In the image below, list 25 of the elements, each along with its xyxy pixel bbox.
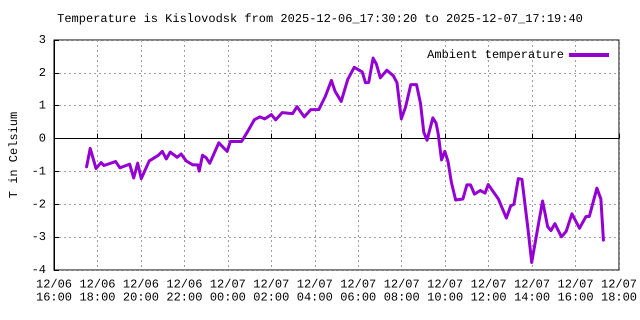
y-tick-label: -4 bbox=[32, 263, 46, 277]
x-tick-label: 12/07 08:00 bbox=[384, 278, 420, 304]
x-tick-label: 12/07 06:00 bbox=[340, 278, 376, 304]
y-tick-label: 3 bbox=[38, 33, 46, 47]
legend-label: Ambient temperature bbox=[427, 48, 564, 62]
x-tick-label: 12/06 20:00 bbox=[122, 278, 159, 304]
x-tick-label: 12/06 22:00 bbox=[166, 278, 202, 304]
y-tick-label: 0 bbox=[38, 132, 46, 146]
y-tick-label: 2 bbox=[38, 66, 46, 80]
y-tick-label: 1 bbox=[38, 98, 46, 113]
x-tick-label: 12/06 18:00 bbox=[79, 278, 116, 304]
y-tick-label: -3 bbox=[32, 230, 46, 244]
y-tick-label: -1 bbox=[32, 164, 46, 178]
x-tick-label: 12/07 12:00 bbox=[470, 278, 507, 304]
chart-title: Temperature is Kislovodsk from 2025-12-06_17:30:20 to 2025-12-07_17:19:40 bbox=[57, 12, 583, 26]
x-tick-label: 12/06 16:00 bbox=[36, 278, 72, 304]
x-tick-label: 12/07 16:00 bbox=[558, 278, 594, 304]
y-tick-label: -2 bbox=[32, 197, 46, 212]
x-tick-label: 12/07 10:00 bbox=[427, 278, 464, 304]
x-tick-label: 12/07 02:00 bbox=[253, 278, 290, 304]
x-tick-label: 12/07 04:00 bbox=[296, 278, 333, 304]
x-tick-label: 12/07 18:00 bbox=[600, 278, 638, 304]
x-tick-label: 12/07 14:00 bbox=[514, 278, 550, 304]
x-tick-label: 12/07 00:00 bbox=[210, 278, 246, 304]
y-axis-title: T in Celsium bbox=[7, 112, 21, 198]
